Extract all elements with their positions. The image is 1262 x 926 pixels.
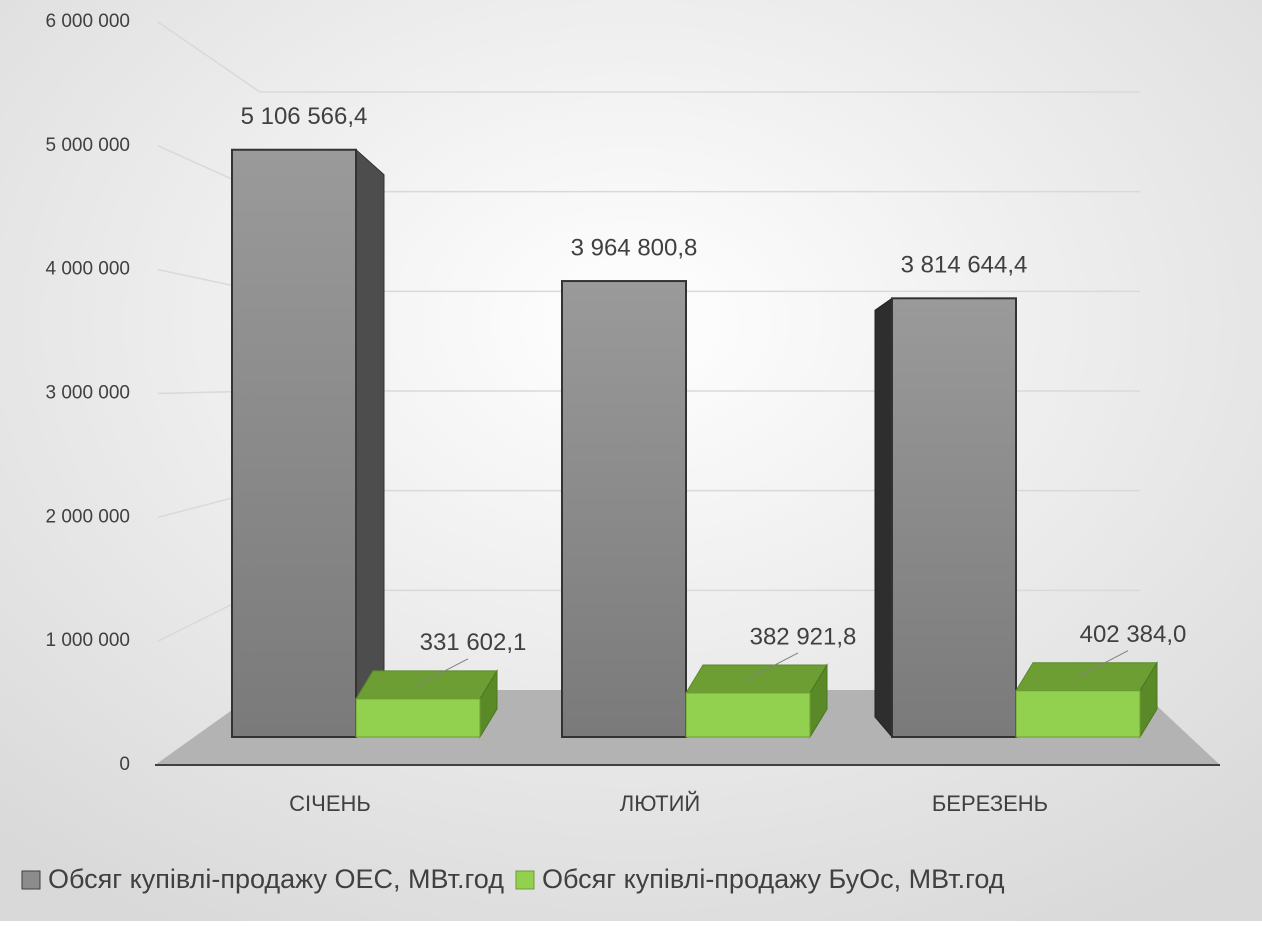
bar-front (355, 698, 481, 738)
bar (355, 669, 498, 739)
label-leader (747, 652, 799, 680)
value-label: 402 384,0 (1080, 621, 1187, 648)
legend-swatch (515, 870, 535, 890)
y-tick-label: 4 000 000 (45, 259, 130, 280)
bar-side (355, 148, 385, 738)
bar-top (355, 670, 498, 700)
bar-front (1015, 690, 1141, 738)
legend: Обсяг купівлі-продажу ОЕС, МВт.год Обсяг … (21, 864, 1005, 894)
y-tick-label: 5 000 000 (45, 135, 130, 156)
x-tick-label: СІЧЕНЬ (289, 791, 371, 816)
y-tick-label: 1 000 000 (45, 630, 130, 651)
bar-front (561, 280, 687, 738)
bar (685, 663, 828, 739)
value-label: 382 921,8 (750, 623, 857, 650)
grid-line (157, 21, 261, 93)
bar (561, 280, 687, 738)
x-tick-label: БЕРЕЗЕНЬ (932, 791, 1048, 816)
bar (231, 148, 385, 738)
bar (874, 297, 1017, 739)
bar-side (874, 297, 893, 739)
bar-front (685, 692, 811, 738)
value-label: 5 106 566,4 (241, 103, 368, 130)
bar (1015, 660, 1158, 739)
y-tick-label: 6 000 000 (45, 11, 130, 32)
label-leader (417, 658, 469, 686)
legend-label: Обсяг купівлі-продажу БуОс, МВт.год (542, 864, 1005, 894)
value-label: 3 814 644,4 (901, 252, 1028, 279)
legend-label: Обсяг купівлі-продажу ОЕС, МВт.год (48, 864, 504, 894)
label-leader (1077, 650, 1129, 678)
value-label: 3 964 800,8 (571, 234, 698, 261)
y-tick-label: 2 000 000 (45, 506, 130, 527)
y-tick-label: 0 (119, 754, 130, 775)
y-tick-label: 3 000 000 (45, 383, 130, 404)
legend-swatch (21, 870, 41, 890)
plot-area: 0 1 000 000 2 000 000 3 000 000 4 000 000 5 0… (45, 11, 1220, 816)
bar-top (685, 664, 828, 694)
bar-front (231, 148, 357, 738)
bar-front (891, 297, 1017, 738)
value-label: 331 602,1 (420, 629, 527, 656)
x-tick-label: ЛЮТИЙ (620, 791, 701, 816)
bar-top (1015, 662, 1158, 692)
